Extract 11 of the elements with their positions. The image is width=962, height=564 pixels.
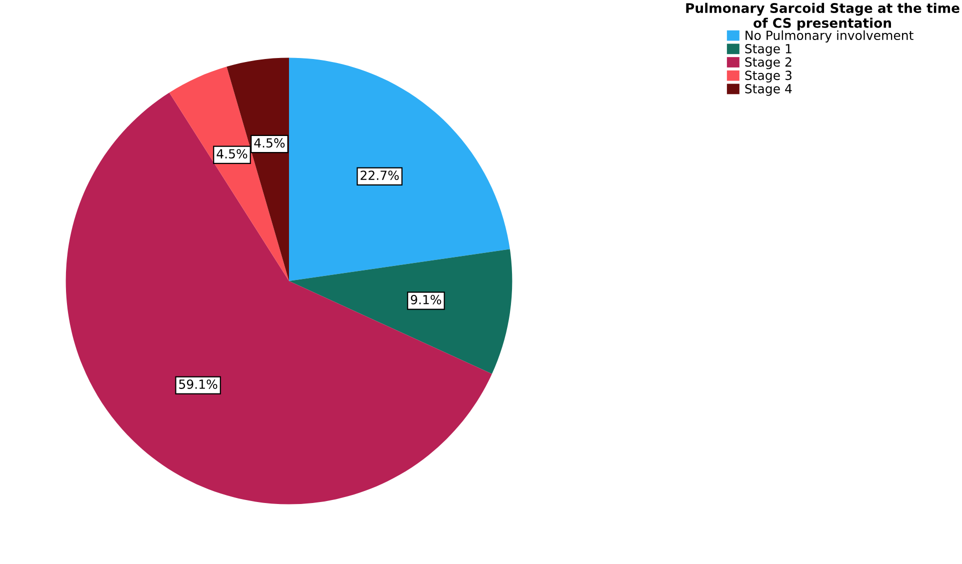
legend-label: Stage 3 bbox=[745, 70, 792, 83]
legend-label: Stage 1 bbox=[745, 44, 792, 56]
legend-label: Stage 4 bbox=[745, 84, 792, 96]
data-label: 59.1% bbox=[179, 379, 218, 389]
legend-title: Pulmonary Sarcoid Stage at the time of CS presentation bbox=[686, 2, 960, 30]
legend-label: No Pulmonary involvement bbox=[746, 30, 914, 42]
legend-label: Stage 2 bbox=[745, 57, 792, 70]
data-label: 22.7% bbox=[360, 170, 399, 180]
data-label: 4.5% bbox=[254, 138, 285, 148]
data-label: 4.5% bbox=[216, 149, 248, 159]
data-label: 9.1% bbox=[410, 294, 442, 304]
